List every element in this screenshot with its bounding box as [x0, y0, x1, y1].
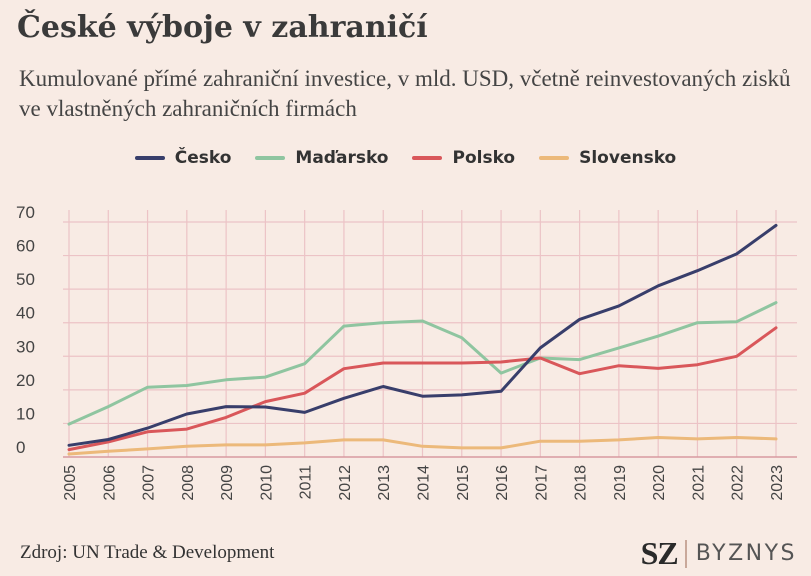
chart-title: České výboje v zahraničí [17, 10, 428, 45]
x-tick-label: 2010 [258, 465, 275, 501]
x-tick-label: 2023 [769, 465, 786, 501]
x-tick-label: 2008 [180, 465, 197, 501]
series-line-madarsko [67, 301, 778, 426]
x-tick-label: 2021 [690, 465, 707, 501]
y-tick-label: 70 [16, 203, 35, 222]
legend-label-cesko: Česko [174, 148, 232, 168]
x-tick-label: 2011 [298, 465, 315, 500]
legend-swatch-madarsko [255, 156, 286, 160]
legend-swatch-cesko [134, 156, 165, 160]
x-tick-label: 2005 [62, 465, 79, 501]
y-tick-label: 40 [16, 304, 35, 323]
source-note: Zdroj: UN Trade & Development [20, 542, 275, 563]
x-tick-label: 2016 [494, 465, 511, 501]
legend-item-polsko: Polsko [412, 148, 515, 168]
series-line-slovensko [67, 436, 778, 456]
x-tick-label: 2017 [533, 465, 550, 501]
y-tick-label: 0 [16, 438, 25, 457]
x-tick-label: 2019 [612, 465, 629, 501]
legend-swatch-slovensko [539, 156, 570, 160]
x-tick-label: 2018 [573, 465, 590, 501]
legend-label-polsko: Polsko [452, 148, 516, 168]
x-tick-label: 2009 [219, 465, 236, 501]
y-tick-label: 30 [16, 337, 35, 356]
x-tick-label: 2012 [337, 465, 354, 501]
legend-label-madarsko: Maďarsko [295, 148, 389, 168]
y-tick-label: 10 [16, 404, 35, 423]
brand-logo: SZ BYZNYS [641, 535, 797, 572]
x-tick-label: 2006 [101, 465, 118, 501]
x-tick-label: 2013 [376, 465, 393, 501]
y-tick-label: 60 [16, 237, 35, 256]
x-tick-label: 2014 [416, 465, 433, 501]
brand-byznys: BYZNYS [695, 541, 797, 566]
legend-item-cesko: Česko [134, 148, 232, 168]
x-tick-label: 2015 [455, 465, 472, 501]
y-tick-label: 50 [16, 270, 35, 289]
chart-legend: Česko Maďarsko Polsko Slovensko [0, 145, 811, 171]
x-tick-label: 2007 [141, 465, 158, 501]
legend-swatch-polsko [412, 156, 443, 160]
chart-subtitle: Kumulované přímé zahraniční investice, v… [19, 66, 791, 121]
series-line-cesko [67, 223, 778, 447]
brand-sz: SZ [640, 535, 679, 571]
legend-item-slovensko: Slovensko [539, 148, 676, 168]
y-tick-label: 20 [16, 371, 35, 390]
series-line-polsko [67, 326, 778, 452]
brand-separator [684, 539, 687, 568]
x-tick-label: 2022 [730, 465, 747, 501]
legend-label-slovensko: Slovensko [579, 148, 677, 168]
legend-item-madarsko: Maďarsko [255, 148, 388, 168]
x-tick-label: 2020 [651, 465, 668, 501]
